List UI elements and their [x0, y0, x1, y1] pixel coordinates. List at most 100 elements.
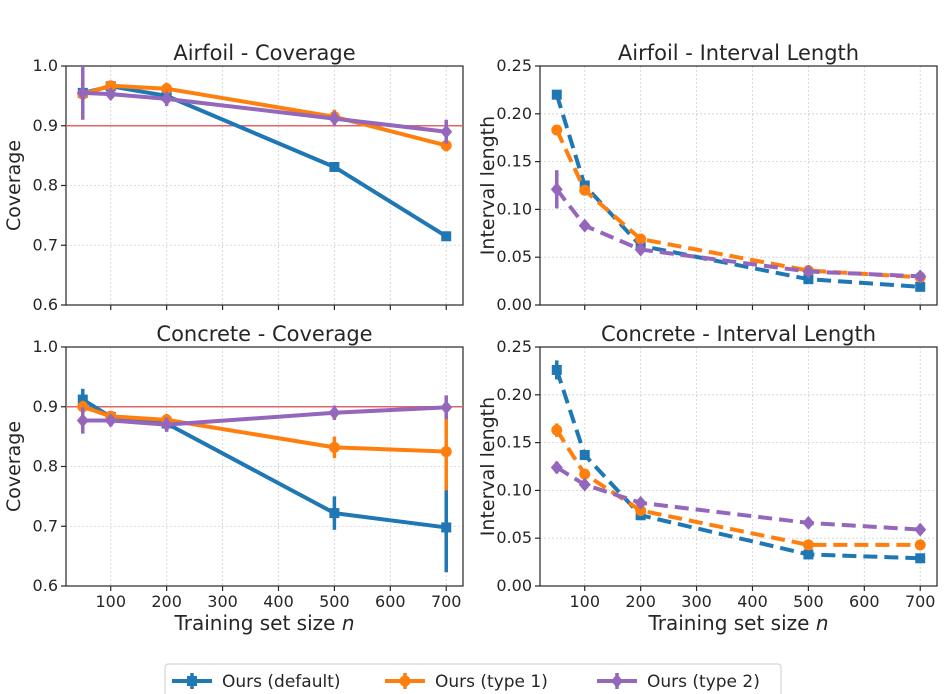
data-point — [550, 182, 563, 197]
y-tick-label: 0.05 — [496, 247, 532, 266]
y-tick-label: 0.15 — [496, 152, 532, 171]
y-axis-label: Coverage — [3, 140, 25, 231]
y-tick-label: 0.8 — [33, 457, 58, 476]
x-tick-label: 200 — [151, 592, 182, 611]
data-point — [550, 460, 563, 475]
data-point — [914, 269, 927, 284]
legend-item-default: Ours (default) — [172, 672, 341, 692]
legend-marker — [399, 675, 411, 687]
y-tick-label: 0.25 — [496, 337, 532, 356]
data-point — [551, 424, 563, 436]
panel-title: Airfoil - Coverage — [173, 41, 355, 65]
x-tick-label: 400 — [737, 592, 768, 611]
data-point — [440, 400, 453, 415]
y-tick-label: 0.00 — [496, 295, 532, 314]
panel-airfoil-interval-length: Airfoil - Interval Length 0.00 0.05 0.10 0.1… — [477, 41, 938, 314]
series-type1 — [551, 124, 926, 283]
x-tick-label: 600 — [375, 592, 406, 611]
y-axis-label: Interval length — [477, 116, 499, 255]
data-point — [76, 85, 89, 100]
x-tick-label: 100 — [95, 592, 126, 611]
x-axis-label: Training set size n — [647, 611, 828, 635]
y-tick-label: 0.20 — [496, 385, 532, 404]
data-point — [105, 80, 117, 92]
x-axis-label: Training set size n — [173, 611, 354, 635]
panel-title: Airfoil - Interval Length — [618, 41, 859, 65]
panel-title: Concrete - Coverage — [156, 322, 372, 346]
data-point — [578, 477, 591, 492]
data-point — [329, 161, 340, 172]
data-point — [635, 504, 647, 516]
data-point — [579, 184, 591, 196]
data-point — [160, 417, 173, 432]
series-type2 — [550, 170, 927, 284]
panel-title: Concrete - Interval Length — [601, 322, 876, 346]
data-point — [161, 83, 173, 95]
y-tick-label: 0.8 — [33, 176, 58, 195]
legend-marker — [187, 676, 197, 686]
data-point — [77, 401, 89, 413]
legend-item-type1: Ours (type 1) — [385, 672, 548, 692]
x-tick-label: 300 — [681, 592, 712, 611]
plot-frame — [539, 346, 938, 587]
data-point — [329, 508, 340, 519]
data-point — [803, 549, 814, 560]
data-point — [440, 139, 452, 151]
data-point — [160, 91, 173, 106]
data-point — [914, 539, 926, 551]
y-tick-label: 0.15 — [496, 433, 532, 452]
series-type2 — [76, 395, 453, 434]
legend: Ours (default) Ours (type 1) Ours (type 2) — [164, 663, 782, 694]
data-point — [441, 522, 452, 533]
data-point — [440, 446, 452, 458]
data-point — [802, 539, 814, 551]
data-point — [328, 111, 341, 126]
series-line — [554, 129, 921, 280]
panel-airfoil-coverage: Airfoil - Coverage 0.6 0.7 0.8 0.9 1.0 Coverag… — [3, 41, 464, 314]
data-point — [579, 450, 590, 461]
y-axis-label: Coverage — [3, 421, 25, 512]
panel-concrete-coverage: Concrete - Coverage 0.6 0.7 0.8 0.9 1.0 100 200… — [3, 322, 464, 635]
series-line — [82, 404, 447, 454]
y-tick-label: 0.7 — [33, 516, 58, 535]
y-tick-label: 1.0 — [33, 56, 58, 75]
data-point — [441, 231, 452, 242]
plot-frame — [539, 65, 938, 306]
y-tick-label: 0.9 — [33, 397, 58, 416]
x-tick-label: 200 — [625, 592, 656, 611]
y-tick-label: 0.05 — [496, 528, 532, 547]
series-type1 — [551, 423, 926, 551]
data-point — [77, 394, 88, 405]
panel-concrete-interval-length: Concrete - Interval Length 0.00 0.05 0.10 0.… — [477, 322, 938, 635]
data-point — [915, 281, 926, 292]
y-tick-label: 0.9 — [33, 116, 58, 135]
y-tick-label: 0.10 — [496, 480, 532, 499]
series-line — [555, 465, 921, 532]
x-tick-label: 300 — [207, 592, 238, 611]
data-point — [440, 124, 453, 139]
y-tick-label: 0.7 — [33, 235, 58, 254]
y-tick-label: 0.10 — [496, 199, 532, 218]
data-point — [104, 413, 117, 428]
y-tick-label: 0.6 — [33, 576, 58, 595]
data-point — [328, 441, 340, 453]
data-point — [635, 233, 647, 245]
data-point — [634, 495, 647, 510]
x-tick-label: 700 — [431, 592, 462, 611]
data-point — [551, 89, 562, 100]
legend-label: Ours (type 2) — [647, 672, 760, 692]
y-tick-label: 0.6 — [33, 295, 58, 314]
x-tick-label: 100 — [569, 592, 600, 611]
data-point — [551, 364, 562, 375]
x-tick-label: 400 — [263, 592, 294, 611]
data-point — [104, 87, 117, 102]
series-type2 — [550, 460, 927, 537]
data-point — [579, 468, 591, 480]
x-tick-label: 600 — [849, 592, 880, 611]
data-point — [634, 242, 647, 257]
data-point — [914, 522, 927, 537]
series-default — [551, 360, 926, 564]
data-point — [578, 218, 591, 233]
series-type2 — [76, 66, 453, 144]
